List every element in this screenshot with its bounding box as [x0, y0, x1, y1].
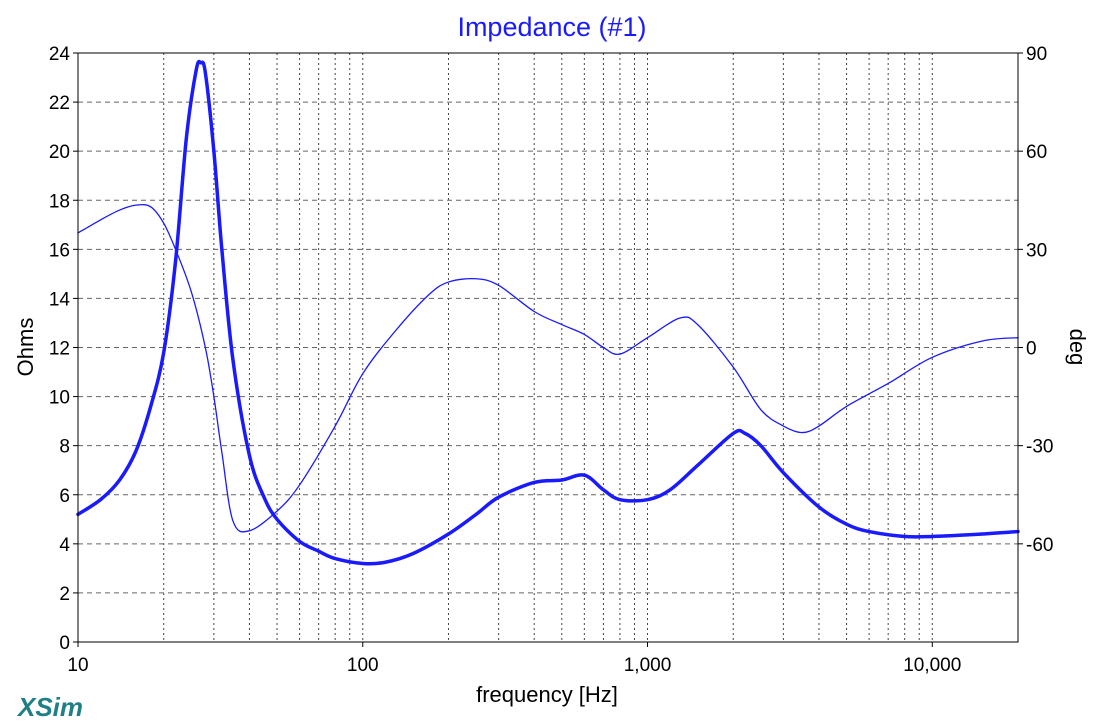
x-tick-label: 100 [347, 655, 379, 676]
y-tick-label: 20 [49, 142, 70, 163]
y-tick-label: 6 [59, 486, 70, 507]
y2-tick-label: 60 [1026, 142, 1047, 163]
y-tick-label: 22 [49, 93, 70, 114]
y-tick-label: 12 [49, 339, 70, 360]
phase-series-line [77, 203, 1019, 533]
y2-tick-label: 90 [1026, 44, 1047, 65]
y-tick-label: 8 [59, 437, 70, 458]
x-axis-label: frequency [Hz] [476, 682, 618, 707]
plot-border [77, 52, 1019, 643]
series-lines [76, 59, 1020, 566]
y2-tick-label: -60 [1026, 535, 1053, 556]
y2-tick-label: 0 [1026, 339, 1037, 360]
y-tick-label: 16 [49, 240, 70, 261]
y-tick-label: 24 [49, 44, 71, 65]
y-tick-label: 2 [59, 584, 70, 605]
y2-tick-label: -30 [1026, 437, 1053, 458]
x-tick-label: 10 [67, 655, 88, 676]
y-tick-label: 0 [59, 633, 70, 654]
impedance-series-line [76, 59, 1020, 566]
grid-lines [78, 53, 1018, 642]
y-axis-label: Ohms [13, 318, 38, 377]
chart-title: Impedance (#1) [457, 12, 646, 42]
y2-axis-label: deg [1065, 329, 1090, 366]
y-tick-label: 10 [49, 388, 70, 409]
x-tick-label: 1,000 [624, 655, 672, 676]
y2-tick-label: 30 [1026, 240, 1047, 261]
y-tick-label: 4 [59, 535, 70, 556]
y-tick-label: 18 [49, 191, 70, 212]
xsim-brand-logo: XSim [18, 692, 84, 722]
x-tick-label: 10,000 [903, 655, 961, 676]
y-tick-label: 14 [49, 289, 71, 310]
